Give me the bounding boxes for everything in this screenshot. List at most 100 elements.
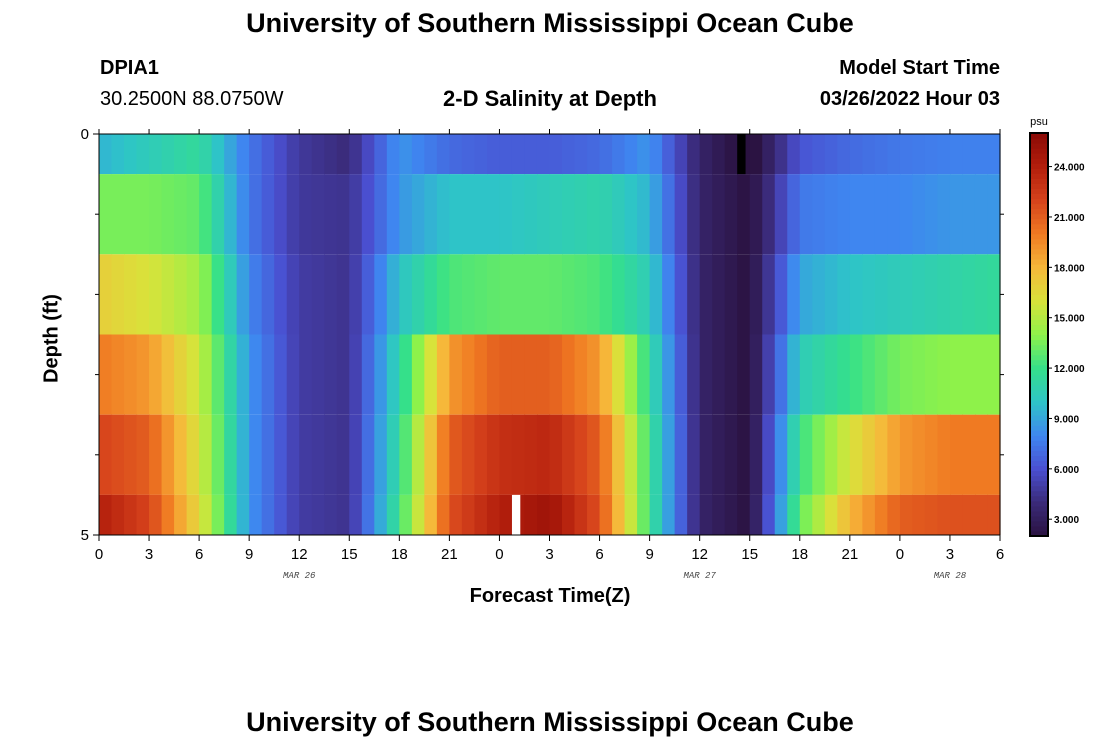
heatmap-cell: [974, 254, 989, 335]
heatmap-cell: [411, 334, 425, 415]
heatmap-cell: [124, 334, 138, 415]
heatmap-cell: [324, 334, 338, 415]
heatmap-cell: [261, 414, 275, 495]
heatmap-cell: [374, 414, 388, 495]
colorbar-segment: [1030, 304, 1048, 310]
heatmap-cell: [524, 254, 538, 335]
heatmap-cell: [737, 494, 751, 535]
axis-ticks: [93, 129, 1004, 541]
heatmap-cell: [149, 414, 163, 495]
heatmap-cell: [699, 254, 713, 335]
heatmap-cell: [812, 334, 826, 415]
heatmap-cell: [599, 254, 613, 335]
x-tick-label: 18: [391, 546, 408, 563]
colorbar-segment: [1030, 163, 1048, 169]
heatmap-cell: [749, 414, 763, 495]
heatmap-cell: [862, 494, 876, 535]
heatmap-cell: [912, 494, 926, 535]
heatmap-cell: [361, 134, 375, 175]
heatmap-cell: [236, 174, 250, 255]
colorbar-segment: [1030, 138, 1048, 144]
heatmap-cell: [812, 134, 826, 175]
heatmap-cell: [924, 494, 939, 535]
heatmap-cell: [399, 254, 413, 335]
heatmap-cell: [687, 334, 701, 415]
heatmap-cell: [612, 254, 626, 335]
heatmap-cell: [824, 134, 838, 175]
heatmap-cell: [987, 174, 1001, 255]
salinity-heatmap-chart: 0 3 6 9 12 15 18 21 0 3 6 9 12 15 18 21 0 3 6 MAR 26 MAR 27 M…: [81, 116, 1085, 581]
x-tick-label: 9: [645, 546, 653, 563]
heatmap-cell: [774, 174, 788, 255]
heatmap-cell: [524, 334, 538, 415]
colorbar-unit: psu: [1030, 116, 1048, 128]
heatmap-cell: [687, 414, 701, 495]
heatmap-cell: [161, 494, 175, 535]
colorbar-segment: [1030, 510, 1048, 517]
heatmap-cell: [111, 134, 125, 175]
colorbar-segment: [1030, 198, 1048, 205]
heatmap-cell: [149, 134, 163, 175]
heatmap-cell: [449, 334, 463, 415]
heatmap-cell: [974, 414, 989, 495]
heatmap-cell: [787, 494, 801, 535]
colorbar-segment: [1030, 238, 1048, 245]
heatmap-cell: [174, 174, 188, 255]
colorbar-frame: [1029, 132, 1049, 537]
heatmap-cell: [587, 134, 601, 175]
model-start-time: 03/26/2022 Hour 03: [819, 88, 1000, 110]
colorbar-segment: [1030, 515, 1048, 522]
heatmap-cell: [386, 174, 400, 255]
heatmap-cell: [424, 414, 438, 495]
colorbar-segment: [1030, 354, 1048, 361]
heatmap-cell: [987, 254, 1001, 335]
heatmap-cell: [712, 254, 726, 335]
heatmap-cell: [324, 254, 338, 335]
heatmap-cell: [799, 174, 813, 255]
heatmap-cell: [349, 414, 363, 495]
heatmap-cell: [612, 494, 626, 535]
heatmap-cell: [249, 414, 263, 495]
colorbar-segment: [1030, 495, 1048, 502]
heatmap-cell: [174, 334, 188, 415]
heatmap-cell: [336, 494, 350, 535]
colorbar-segment: [1030, 379, 1048, 386]
heatmap-cell: [286, 334, 300, 415]
heatmap-cell: [186, 174, 200, 255]
colorbar-segment: [1030, 485, 1048, 492]
heatmap-cell: [449, 414, 463, 495]
heatmap-cell: [461, 334, 476, 415]
heatmap-cell: [649, 174, 663, 255]
heatmap-cell: [499, 414, 513, 495]
missing-data-cell: [511, 494, 521, 535]
heatmap-cell: [236, 414, 250, 495]
heatmap-cell: [261, 334, 275, 415]
heatmap-cell: [261, 134, 275, 175]
x-tick-label: 15: [341, 546, 358, 563]
heatmap-cell: [937, 494, 951, 535]
heatmap-cell: [486, 174, 501, 255]
heatmap-cell: [136, 494, 150, 535]
heatmap-cell: [161, 254, 175, 335]
heatmap-cell: [124, 174, 138, 255]
colorbar-segment: [1030, 299, 1048, 305]
heatmap-cell: [887, 494, 901, 535]
colorbar-segment: [1030, 274, 1048, 280]
heatmap-cell: [461, 494, 476, 535]
heatmap-cell: [349, 494, 363, 535]
heatmap-cell: [724, 414, 738, 495]
heatmap-cell: [311, 494, 325, 535]
heatmap-cell: [349, 334, 363, 415]
x-tick-label: 6: [996, 546, 1004, 563]
heatmap-cell: [712, 414, 726, 495]
heatmap-cell: [386, 334, 400, 415]
heatmap-cell: [536, 134, 551, 175]
colorbar-tick-label: 9.000: [1054, 414, 1079, 425]
heatmap-cell: [974, 134, 989, 175]
heatmap-cell: [424, 134, 438, 175]
heatmap-cell: [536, 254, 551, 335]
heatmap-cell: [399, 174, 413, 255]
heatmap-cell: [862, 414, 876, 495]
heatmap-cell: [874, 254, 888, 335]
heatmap-cell: [374, 134, 388, 175]
